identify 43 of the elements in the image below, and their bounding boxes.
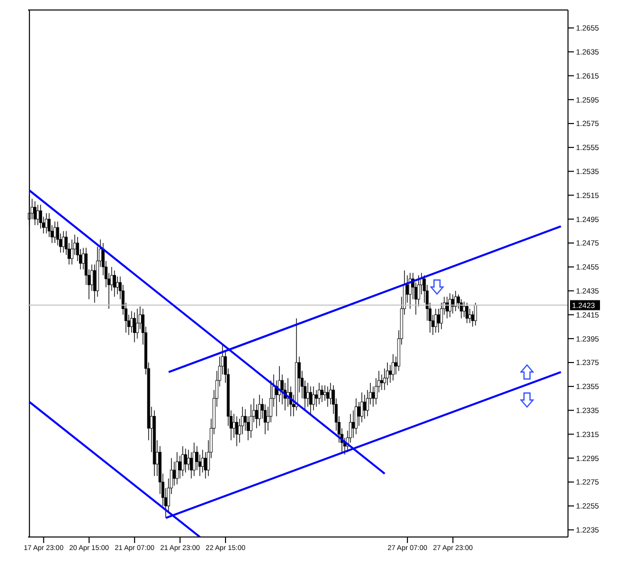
- candlestick: [113, 270, 116, 298]
- candlestick: [434, 308, 438, 334]
- candlestick: [62, 230, 65, 253]
- candlestick: [323, 384, 326, 402]
- candlestick: [312, 386, 315, 411]
- candlestick: [388, 364, 392, 384]
- candlestick: [474, 302, 477, 326]
- candlestick: [93, 264, 96, 304]
- candlestick: [192, 442, 196, 476]
- candlestick: [132, 312, 136, 343]
- candlestick: [39, 204, 42, 230]
- candlestick: [201, 449, 204, 473]
- candlestick: [466, 302, 468, 324]
- candlestick: [318, 382, 321, 405]
- candlestick: [329, 382, 332, 405]
- candlestick: [392, 354, 395, 381]
- candlestick: [380, 374, 384, 390]
- candlestick: [53, 221, 56, 244]
- candlestick: [354, 398, 358, 435]
- candlestick: [363, 394, 366, 420]
- candlestick: [386, 362, 389, 386]
- candlestick: [326, 386, 330, 408]
- candlestick: [34, 200, 36, 226]
- candlestick: [204, 452, 207, 479]
- candlestick: [186, 449, 190, 470]
- candlestick: [235, 416, 238, 447]
- candlestick: [408, 272, 412, 310]
- candlestick: [130, 310, 134, 334]
- candlestick: [358, 402, 360, 426]
- candlestick: [454, 290, 458, 312]
- candlestick: [437, 308, 440, 334]
- candlestick: [181, 446, 184, 476]
- candlestick: [372, 386, 375, 408]
- candlestick: [184, 448, 188, 473]
- candlestick: [136, 308, 139, 339]
- candlestick: [462, 301, 466, 318]
- candlestick: [320, 384, 324, 402]
- candlestick: [309, 386, 312, 414]
- candlestick: [176, 452, 179, 485]
- candlestick: [258, 394, 261, 426]
- candlestick: [360, 392, 364, 423]
- candlestick: [116, 276, 119, 295]
- candlestick: [172, 461, 176, 486]
